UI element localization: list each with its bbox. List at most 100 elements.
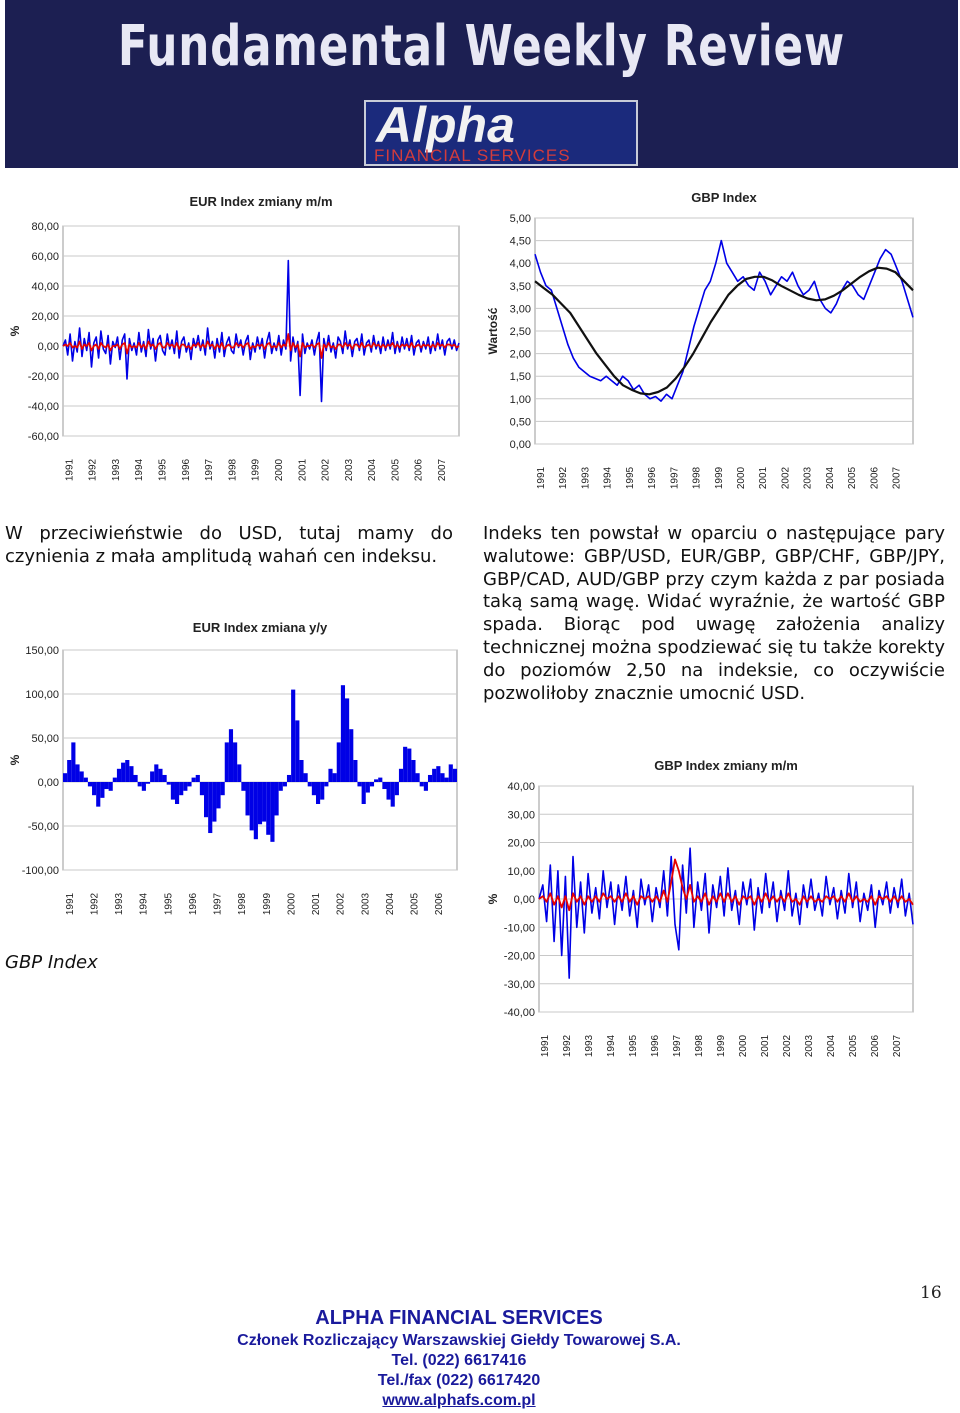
bar (340, 685, 346, 782)
y-tick-label: -40,00 (504, 1007, 535, 1019)
x-tick-label: 2006 (414, 458, 425, 481)
bar (129, 766, 134, 782)
bar (345, 698, 350, 782)
y-tick-label: 10,00 (507, 866, 535, 878)
x-tick-label: 1993 (584, 1034, 595, 1057)
footer-website-link[interactable]: www.alphafs.com.pl (382, 1392, 536, 1409)
bar (374, 779, 379, 782)
y-tick-label: -30,00 (504, 979, 535, 991)
newsletter-title: Fundamental Weekly Review (117, 14, 846, 79)
bar (361, 782, 366, 804)
chart-title: GBP Index zmiany m/m (654, 758, 798, 773)
bar (436, 766, 441, 782)
x-tick-label: 2005 (410, 892, 421, 915)
y-tick-label: 20,00 (31, 311, 59, 323)
bar (390, 782, 395, 807)
y-tick-label: 4,00 (510, 258, 531, 270)
x-tick-label: 1993 (114, 892, 125, 915)
y-tick-label: 0,00 (38, 777, 59, 789)
bar (365, 782, 370, 793)
bar (216, 782, 221, 809)
bar (137, 782, 142, 787)
page-number: 16 (920, 1283, 942, 1303)
bar (440, 773, 445, 782)
bar (104, 782, 109, 790)
y-tick-label: 5,00 (510, 213, 531, 225)
bar (452, 768, 457, 782)
bar (191, 777, 196, 782)
x-tick-label: 2002 (782, 1034, 793, 1057)
bar (228, 729, 234, 782)
y-tick-label: 0,00 (38, 341, 59, 353)
series-line (538, 858, 914, 912)
x-tick-label: 1994 (139, 892, 150, 915)
bar (369, 782, 375, 787)
bar (63, 773, 68, 782)
bar (67, 760, 72, 782)
bar (332, 773, 337, 782)
y-tick-label: 50,00 (31, 733, 59, 745)
bar (257, 782, 263, 825)
bar (336, 742, 341, 782)
bar (286, 774, 292, 782)
bar (100, 782, 105, 798)
x-tick-label: 2005 (848, 1034, 859, 1057)
x-tick-label: 1992 (89, 892, 100, 915)
y-tick-label: 100,00 (25, 689, 59, 701)
x-tick-label: 1997 (213, 892, 224, 915)
plot-area (62, 649, 458, 871)
bar (349, 729, 354, 782)
y-tick-label: 0,50 (510, 416, 531, 428)
y-tick-label: -100,00 (22, 865, 59, 877)
x-tick-label: 1997 (669, 466, 680, 489)
bar (407, 748, 412, 782)
x-tick-label: 1995 (157, 458, 168, 481)
bar (423, 782, 428, 791)
x-tick-label: 2004 (367, 458, 378, 481)
bar (253, 782, 258, 840)
bar (299, 760, 304, 782)
bar (303, 773, 308, 782)
bar (71, 742, 76, 782)
bar (262, 782, 267, 822)
bar (150, 771, 155, 782)
bar (133, 774, 138, 782)
bar (174, 782, 180, 804)
footer-company: ALPHA FINANCIAL SERVICES (315, 1307, 603, 1329)
y-tick-label: 40,00 (31, 281, 59, 293)
chart-gbp-mm-svg: GBP Index zmiany m/m 40,00 30,00 20,00 10,00… (486, 758, 914, 1057)
x-tick-label: 1999 (251, 458, 262, 481)
x-tick-label: 2001 (297, 458, 308, 481)
x-tick-label: 2000 (738, 1034, 749, 1057)
bar (121, 762, 126, 782)
bar (448, 764, 453, 782)
x-tick-label: 1996 (647, 466, 658, 489)
y-tick-label: 0,00 (514, 894, 535, 906)
bar (295, 720, 300, 782)
x-tick-label: 1997 (672, 1034, 683, 1057)
chart-title: GBP Index (691, 190, 757, 205)
x-tick-label: 1997 (204, 458, 215, 481)
y-tick-label: 1,50 (510, 371, 531, 383)
x-tick-label: 1992 (88, 458, 99, 481)
x-tick-label: 1993 (111, 458, 122, 481)
bar (195, 774, 200, 782)
bar (249, 782, 254, 831)
x-tick-label: 1994 (603, 466, 614, 489)
y-axis-label: % (8, 754, 22, 765)
chart-gbp-index-svg: GBP Index 5,00 4,50 4,00 3,50 3,00 2,50 2,00 1,5… (486, 190, 914, 489)
x-tick-label: 1995 (625, 466, 636, 489)
y-tick-label: -50,00 (28, 821, 59, 833)
chart-eur-yy: EUR Index zmiana y/y 150,00 100,00 50,00 0,0… (5, 610, 467, 920)
bar (324, 782, 329, 787)
x-tick-label: 1995 (628, 1034, 639, 1057)
y-tick-label: 2,00 (510, 349, 531, 361)
gbp-index-caption: GBP Index (5, 952, 98, 973)
x-tick-label: 2001 (311, 892, 322, 915)
y-tick-label: -20,00 (504, 951, 535, 963)
y-tick-label: -10,00 (504, 922, 535, 934)
bar (245, 782, 250, 816)
series-line (534, 266, 914, 396)
y-tick-label: 30,00 (507, 809, 535, 821)
bar (378, 777, 383, 782)
